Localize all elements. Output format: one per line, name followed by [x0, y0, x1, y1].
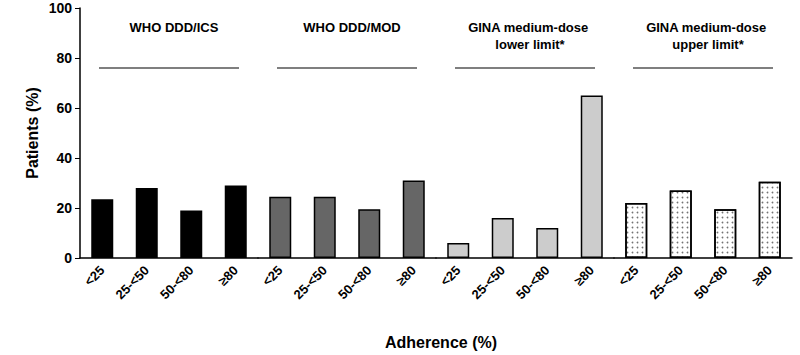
svg-text:25-<50: 25-<50 [469, 263, 508, 302]
svg-text:50-<80: 50-<80 [157, 263, 196, 302]
svg-text:100: 100 [49, 0, 73, 16]
svg-text:WHO DDD/ICS: WHO DDD/ICS [130, 20, 219, 35]
svg-text:<25: <25 [259, 263, 285, 289]
svg-text:WHO DDD/MOD: WHO DDD/MOD [303, 20, 401, 35]
svg-text:GINA medium-dose: GINA medium-dose [646, 20, 770, 35]
svg-text:25-<50: 25-<50 [113, 263, 152, 302]
svg-text:lower limit*: lower limit* [495, 37, 565, 52]
svg-text:40: 40 [56, 150, 72, 166]
svg-text:≥80: ≥80 [571, 263, 597, 289]
svg-text:Adherence (%): Adherence (%) [385, 334, 497, 351]
svg-text:<25: <25 [615, 263, 641, 289]
svg-text:upper limit*: upper limit* [672, 37, 744, 52]
svg-text:Patients (%): Patients (%) [24, 87, 41, 179]
svg-text:<25: <25 [81, 263, 107, 289]
svg-text:80: 80 [56, 50, 72, 66]
svg-text:60: 60 [56, 100, 72, 116]
svg-text:25-<50: 25-<50 [647, 263, 686, 302]
svg-text:50-<80: 50-<80 [513, 263, 552, 302]
svg-text:50-<80: 50-<80 [335, 263, 374, 302]
svg-text:20: 20 [56, 200, 72, 216]
svg-text:≥80: ≥80 [215, 263, 241, 289]
svg-text:50-<80: 50-<80 [691, 263, 730, 302]
svg-text:GINA medium-dose: GINA medium-dose [468, 20, 592, 35]
svg-text:0: 0 [64, 250, 72, 266]
svg-text:<25: <25 [437, 263, 463, 289]
svg-text:≥80: ≥80 [749, 263, 775, 289]
svg-text:≥80: ≥80 [393, 263, 419, 289]
svg-text:25-<50: 25-<50 [291, 263, 330, 302]
